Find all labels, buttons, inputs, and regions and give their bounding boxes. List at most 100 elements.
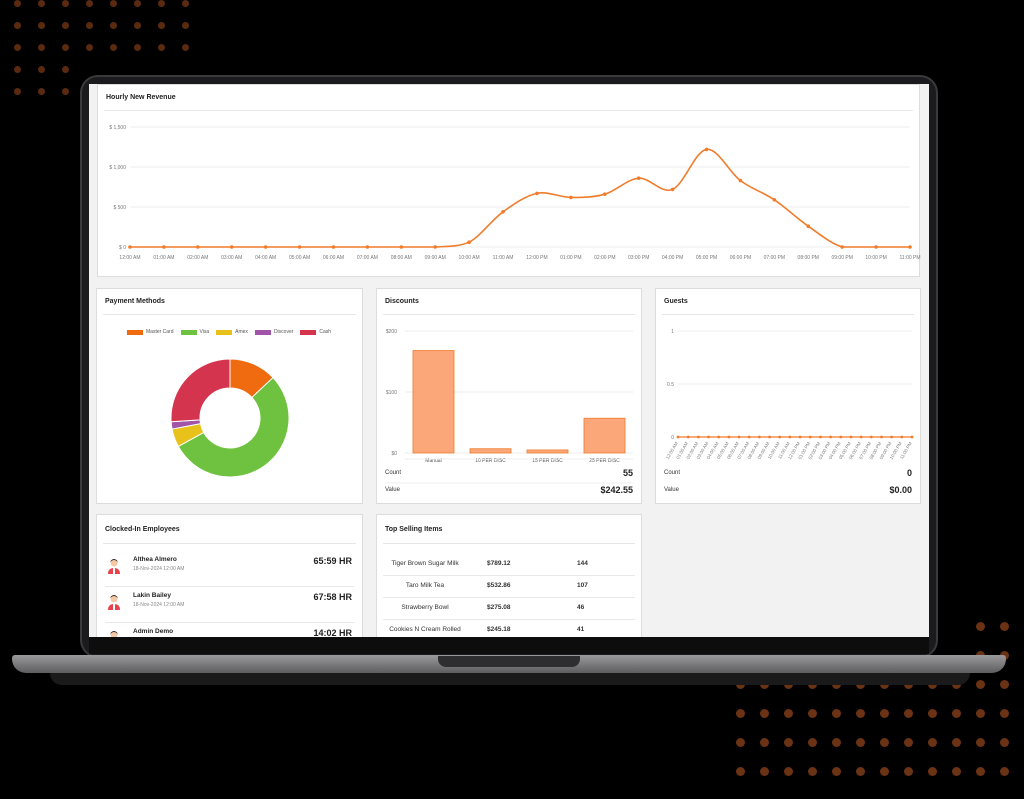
guests-point: [757, 435, 761, 439]
background-dot: [38, 22, 45, 29]
background-dot: [880, 709, 889, 718]
background-dot: [928, 738, 937, 747]
background-dot: [62, 66, 69, 73]
top-item-row[interactable]: Taro Milk Tea $532.86 107: [383, 575, 635, 598]
x-tick-label: 02:00 AM: [187, 255, 208, 261]
count-label: Count: [664, 470, 681, 476]
guests-point: [849, 435, 853, 439]
background-dot: [38, 0, 45, 7]
item-amount: $275.08: [487, 604, 511, 611]
legend-item[interactable]: Cash: [300, 329, 331, 335]
revenue-point: [501, 210, 505, 214]
background-dot: [904, 767, 913, 776]
bar: [469, 448, 512, 454]
payment-methods-card: Payment Methods Master Card Visa Amex Disco…: [96, 288, 363, 504]
top-item-row[interactable]: Strawberry Bowl $275.08 46: [383, 597, 635, 620]
legend-label: Discover: [273, 329, 294, 335]
legend-item[interactable]: Discover: [254, 329, 294, 335]
background-dot: [784, 738, 793, 747]
dashboard-screen: Hourly New Revenue $ 1,500 $ 1,000 $ 500 $ …: [89, 84, 929, 637]
y-tick-label: $ 500: [113, 205, 126, 211]
y-tick-label: $200: [386, 329, 397, 335]
background-dot: [62, 44, 69, 51]
discounts-card: Discounts $200 $100 $0 Manual 10 PER DISC 15 …: [376, 288, 642, 504]
x-tick-label: 10 PER DISC: [475, 458, 506, 464]
payment-donut-chart: [170, 358, 290, 478]
x-tick-label: 10:00 PM: [865, 255, 886, 261]
item-amount: $245.18: [487, 626, 511, 633]
background-dot: [110, 0, 117, 7]
screen-bottom-bezel: [89, 636, 929, 654]
revenue-point: [772, 198, 777, 202]
revenue-point: [365, 245, 370, 249]
employee-name: Admin Demo: [133, 628, 174, 635]
background-dot: [832, 709, 841, 718]
revenue-point: [399, 245, 404, 249]
top-item-row[interactable]: Tiger Brown Sugar Milk $789.12 144: [383, 553, 635, 576]
revenue-point: [535, 191, 539, 196]
background-dot: [1000, 709, 1009, 718]
background-dot: [832, 767, 841, 776]
background-dot: [736, 709, 745, 718]
value-label: Value: [664, 487, 679, 493]
top-item-row[interactable]: Cookies N Cream Rolled $245.18 41: [383, 619, 635, 637]
item-quantity: 41: [577, 626, 585, 633]
x-tick-label: 04:00 PM: [662, 255, 683, 261]
guests-title: Guests: [664, 298, 688, 305]
background-dot: [760, 738, 769, 747]
employee-row[interactable]: Lakin Bailey 18-Nov-2024 12:00 AM 67:58 …: [105, 586, 354, 623]
guests-point: [890, 435, 894, 439]
guests-point: [839, 435, 843, 439]
guests-point: [696, 435, 700, 439]
guests-point: [788, 435, 792, 439]
legend-label: Cash: [319, 329, 332, 335]
background-dot: [904, 709, 913, 718]
background-dot: [856, 767, 865, 776]
background-dot: [928, 709, 937, 718]
legend-item[interactable]: Visa: [180, 329, 209, 335]
revenue-card: Hourly New Revenue $ 1,500 $ 1,000 $ 500 $ …: [97, 84, 921, 277]
x-tick-label: 03:00 AM: [221, 255, 242, 261]
background-dot: [808, 738, 817, 747]
x-tick-label: 15 PER DISC: [532, 458, 563, 464]
payment-methods-title: Payment Methods: [105, 298, 165, 305]
guests-point: [707, 435, 710, 439]
x-tick-label: 09:00 AM: [425, 255, 446, 261]
legend-item[interactable]: Master Card: [127, 329, 174, 335]
employee-clock-in-date: 18-Nov-2024 12:00 AM: [133, 566, 185, 572]
background-dot: [856, 738, 865, 747]
employee-row[interactable]: Admin Demo 14:02 HR: [105, 622, 354, 637]
employee-row[interactable]: Althea Almero 18-Nov-2024 12:00 AM 65:59…: [105, 550, 354, 587]
item-quantity: 46: [577, 604, 585, 611]
divider: [383, 314, 635, 315]
background-dot: [62, 22, 69, 29]
x-tick-label: 07:00 AM: [357, 255, 378, 261]
background-dot: [856, 709, 865, 718]
background-dot: [808, 709, 817, 718]
background-dot: [182, 0, 189, 7]
y-tick-label: $ 1,000: [109, 165, 126, 171]
divider: [103, 543, 356, 544]
background-dot: [86, 44, 93, 51]
background-dot: [952, 738, 961, 747]
employees-title: Clocked-In Employees: [105, 526, 180, 533]
employee-name: Lakin Bailey: [133, 592, 171, 599]
background-dot: [784, 709, 793, 718]
bar: [583, 417, 626, 454]
revenue-point: [297, 245, 302, 249]
x-tick-label: 11:00 PM: [899, 255, 920, 261]
laptop-base-shadow: [50, 673, 970, 685]
background-dot: [86, 22, 93, 29]
item-name: Strawberry Bowl: [401, 604, 449, 611]
background-dot: [832, 738, 841, 747]
x-tick-label: 08:00 AM: [391, 255, 412, 261]
background-dot: [904, 738, 913, 747]
revenue-point: [874, 245, 878, 249]
background-dot: [1000, 738, 1009, 747]
guests-point: [859, 435, 863, 439]
background-dot: [158, 44, 165, 51]
background-dot: [928, 767, 937, 776]
x-tick-label: 12:00 PM: [526, 255, 547, 261]
employee-hours: 67:58 HR: [313, 592, 352, 602]
legend-item[interactable]: Amex: [216, 329, 248, 335]
